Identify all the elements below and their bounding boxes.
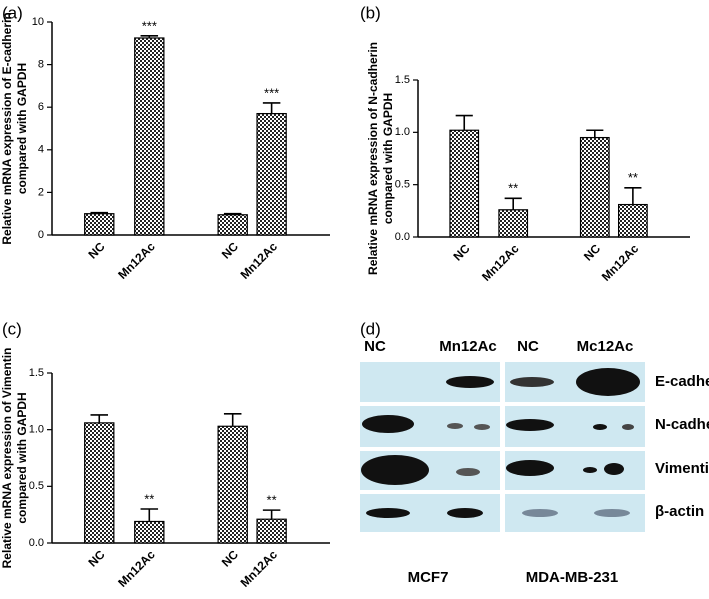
x-tick-label: NC bbox=[219, 547, 241, 569]
y-tick-label: 0 bbox=[38, 229, 44, 241]
significance-label: *** bbox=[264, 85, 279, 100]
error-bar bbox=[90, 211, 109, 214]
y-tick-label: 0.0 bbox=[395, 231, 410, 243]
y-tick-label: 0.5 bbox=[29, 480, 44, 492]
bar bbox=[134, 520, 165, 544]
x-tick-label: NC bbox=[450, 241, 472, 263]
bar bbox=[217, 214, 248, 236]
bar bbox=[579, 136, 610, 238]
y-tick-label: 4 bbox=[38, 144, 44, 156]
error-bar bbox=[624, 187, 642, 205]
x-tick-label: Mn12Ac bbox=[115, 547, 158, 590]
protein-label: N-cadherin bbox=[655, 416, 709, 433]
panel-label: (c) bbox=[2, 319, 22, 338]
bar bbox=[256, 112, 287, 236]
protein-label: β-actin bbox=[655, 503, 704, 520]
error-bar bbox=[140, 508, 159, 522]
x-tick-label: Mn12Ac bbox=[238, 239, 281, 282]
y-tick-label: 1.0 bbox=[29, 424, 44, 436]
bar bbox=[134, 37, 165, 236]
y-axis-label: compared with GAPDH bbox=[15, 392, 29, 523]
y-tick-label: 0.5 bbox=[395, 179, 410, 191]
y-tick-label: 1.5 bbox=[395, 74, 410, 86]
significance-label: ** bbox=[628, 170, 638, 185]
y-tick-label: 1.0 bbox=[395, 126, 410, 138]
lane-label: NC bbox=[517, 338, 539, 355]
y-axis-label: compared with GAPDH bbox=[381, 93, 395, 224]
x-tick-label: NC bbox=[85, 239, 107, 261]
significance-label: ** bbox=[144, 491, 154, 506]
bar bbox=[449, 129, 480, 238]
y-tick-label: 6 bbox=[38, 101, 44, 113]
x-tick-label: NC bbox=[85, 547, 107, 569]
protein-label: E-cadherin bbox=[655, 373, 709, 390]
bar bbox=[498, 209, 529, 238]
error-bar bbox=[455, 114, 473, 131]
bar bbox=[84, 213, 115, 236]
lane-label: Mn12Ac bbox=[439, 338, 497, 355]
error-bar bbox=[223, 212, 242, 215]
x-tick-label: Mn12Ac bbox=[238, 547, 281, 590]
error-bar bbox=[586, 129, 604, 138]
bands bbox=[361, 368, 640, 518]
x-tick-label: NC bbox=[581, 241, 603, 263]
cell-line-label: MCF7 bbox=[408, 569, 449, 586]
y-tick-label: 8 bbox=[38, 59, 44, 71]
y-tick-label: 0.0 bbox=[29, 537, 44, 549]
error-bar bbox=[262, 509, 281, 520]
significance-label: ** bbox=[508, 181, 518, 196]
y-axis-label: Relative mRNA expression of N-cadherin bbox=[366, 42, 380, 275]
error-bar bbox=[140, 35, 159, 38]
y-axis-label: Relative mRNA expression of E-cadherin bbox=[0, 12, 14, 244]
cell-line-label: MDA-MB-231 bbox=[526, 569, 619, 586]
bar bbox=[617, 203, 648, 238]
blot-panel: (d) NC Mn12Ac NC Mc12Ac E-cadherin N- bbox=[360, 319, 709, 586]
lane-label: Mc12Ac bbox=[577, 338, 634, 355]
error-bar bbox=[90, 414, 109, 423]
significance-label: *** bbox=[142, 18, 157, 33]
x-tick-label: NC bbox=[219, 239, 241, 261]
error-bar bbox=[262, 102, 281, 114]
bar bbox=[217, 425, 248, 544]
protein-label: Vimentin bbox=[655, 460, 709, 477]
lane-label: NC bbox=[364, 338, 386, 355]
bar bbox=[256, 518, 287, 544]
y-tick-label: 10 bbox=[32, 16, 44, 28]
panel-label: (d) bbox=[360, 319, 381, 338]
error-bar bbox=[223, 413, 242, 427]
error-bar bbox=[504, 197, 522, 210]
y-axis-label: compared with GAPDH bbox=[15, 63, 29, 194]
y-tick-label: 2 bbox=[38, 186, 44, 198]
bar bbox=[84, 422, 115, 544]
panel-label: (a) bbox=[2, 3, 23, 22]
y-tick-label: 1.5 bbox=[29, 367, 44, 379]
significance-label: ** bbox=[267, 493, 277, 508]
x-tick-label: Mn12Ac bbox=[115, 239, 158, 282]
panel-label: (b) bbox=[360, 3, 381, 22]
x-tick-label: Mn12Ac bbox=[599, 241, 642, 284]
y-axis-label: Relative mRNA expression of Vimentin bbox=[0, 348, 14, 569]
x-tick-label: Mn12Ac bbox=[479, 241, 522, 284]
